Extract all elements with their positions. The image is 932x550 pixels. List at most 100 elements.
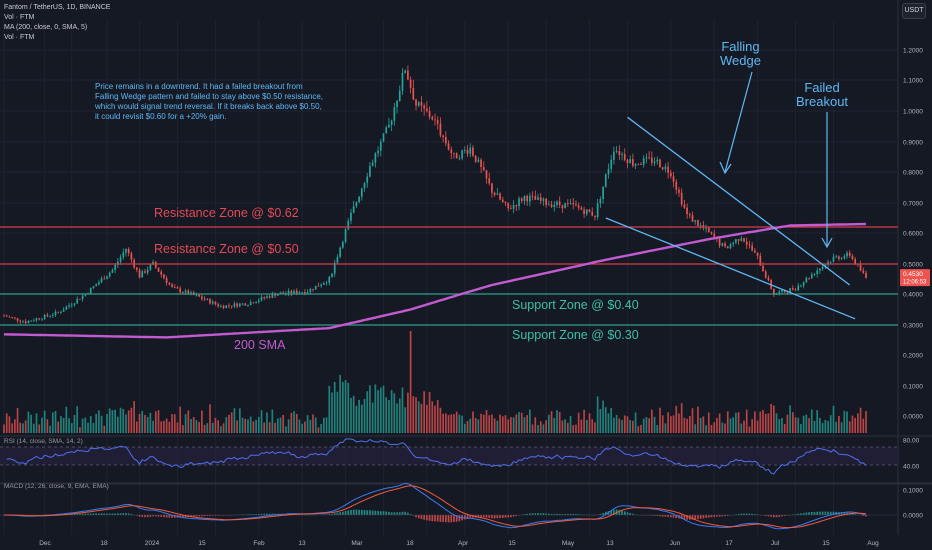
candle-body bbox=[385, 127, 388, 134]
macd-histogram-bar bbox=[73, 513, 76, 515]
macd-histogram-bar bbox=[802, 512, 805, 515]
volume-bar bbox=[103, 425, 106, 433]
macd-histogram-bar bbox=[491, 515, 493, 519]
volume-bar bbox=[656, 425, 659, 433]
candle-body bbox=[485, 170, 488, 179]
macd-histogram-bar bbox=[699, 515, 702, 519]
candle-body bbox=[249, 302, 252, 306]
macd-histogram-bar bbox=[366, 510, 369, 515]
macd-histogram-bar bbox=[754, 514, 756, 515]
macd-histogram-bar bbox=[157, 515, 160, 517]
macd-histogram-bar bbox=[412, 515, 415, 516]
volume-bar bbox=[355, 405, 358, 433]
candle-body bbox=[377, 150, 379, 154]
candle-body bbox=[637, 164, 640, 165]
volume-bar bbox=[539, 421, 542, 433]
volume-bar bbox=[385, 397, 388, 433]
indicator-volume-label[interactable]: Vol · FTM bbox=[4, 14, 35, 21]
volume-bar bbox=[404, 407, 407, 433]
candle-body bbox=[306, 292, 309, 294]
macd-histogram-bar bbox=[501, 515, 504, 518]
candle-body bbox=[352, 206, 355, 213]
macd-histogram-bar bbox=[626, 512, 629, 515]
rsi-pane-label[interactable]: RSI (14, close, SMA, 14, 2) bbox=[4, 438, 83, 445]
volume-bar bbox=[632, 420, 634, 433]
volume-bar bbox=[268, 422, 271, 433]
volume-bar bbox=[534, 417, 537, 433]
volume-bar bbox=[453, 414, 455, 433]
macd-histogram-bar bbox=[664, 515, 667, 517]
volume-bar bbox=[184, 414, 187, 433]
candle-body bbox=[561, 205, 564, 209]
x-tick-label: Mar bbox=[351, 540, 363, 547]
candle-body bbox=[577, 205, 580, 208]
x-tick-label: 13 bbox=[298, 540, 306, 547]
macd-histogram-bar bbox=[675, 515, 678, 519]
candle-body bbox=[312, 288, 314, 290]
macd-pane-label[interactable]: MACD (12, 26, close, 9, EMA, EMA) bbox=[4, 483, 109, 490]
volume-bar bbox=[111, 410, 114, 433]
volume-bar bbox=[436, 400, 439, 433]
volume-bar bbox=[309, 419, 312, 433]
macd-histogram-bar bbox=[352, 509, 355, 515]
candle-body bbox=[371, 162, 374, 166]
candle-body bbox=[745, 241, 748, 245]
price-tick-label: 1.1000 bbox=[903, 78, 923, 85]
candle-body bbox=[585, 209, 588, 214]
volume-bar bbox=[691, 408, 694, 433]
candle-body bbox=[591, 212, 594, 216]
volume-bar bbox=[721, 422, 724, 433]
candle-body bbox=[301, 292, 304, 293]
macd-histogram-bar bbox=[360, 509, 363, 515]
macd-histogram-bar bbox=[539, 513, 542, 515]
volume-bar bbox=[724, 423, 726, 433]
volume-bar bbox=[537, 425, 539, 433]
volume-bar bbox=[312, 414, 314, 433]
volume-bar bbox=[466, 420, 469, 433]
volume-bar bbox=[133, 401, 135, 433]
volume-bar bbox=[3, 424, 5, 433]
macd-histogram-bar bbox=[106, 513, 108, 515]
volume-bar bbox=[672, 415, 675, 433]
volume-bar bbox=[323, 417, 325, 433]
candle-body bbox=[762, 265, 764, 272]
volume-bar bbox=[81, 418, 84, 433]
currency-button[interactable]: USDT bbox=[902, 3, 926, 19]
macd-histogram-bar bbox=[496, 515, 499, 519]
price-tick-label: 0.6000 bbox=[903, 231, 923, 238]
volume-bar bbox=[819, 417, 821, 433]
volume-bar bbox=[599, 409, 602, 433]
macd-histogram-bar bbox=[558, 513, 561, 515]
macd-histogram-bar bbox=[510, 515, 512, 518]
volume-bar bbox=[27, 411, 30, 433]
volume-bar bbox=[35, 413, 38, 433]
indicator-volume-label-2[interactable]: Vol · FTM bbox=[4, 34, 35, 41]
macd-histogram-bar bbox=[775, 515, 778, 518]
candle-body bbox=[710, 232, 713, 234]
macd-histogram-bar bbox=[564, 513, 566, 515]
macd-histogram-bar bbox=[339, 512, 341, 515]
macd-histogram-bar bbox=[659, 515, 661, 517]
volume-bar bbox=[800, 423, 802, 433]
candle-body bbox=[111, 269, 114, 273]
volume-bar bbox=[580, 419, 583, 433]
volume-bar bbox=[57, 421, 60, 433]
x-tick-label: 15 bbox=[508, 540, 516, 547]
price-tick-label: 0.7000 bbox=[903, 201, 923, 208]
macd-histogram-bar bbox=[561, 514, 564, 515]
candle-body bbox=[274, 293, 276, 296]
volume-bar bbox=[8, 416, 11, 433]
candle-body bbox=[89, 287, 92, 294]
volume-bar bbox=[257, 416, 260, 433]
macd-histogram-bar bbox=[472, 515, 474, 518]
volume-bar bbox=[95, 413, 98, 433]
volume-bar bbox=[206, 423, 209, 433]
candle-body bbox=[331, 273, 333, 277]
volume-bar bbox=[572, 425, 575, 433]
candle-body bbox=[754, 250, 756, 253]
candle-body bbox=[209, 298, 211, 304]
candle-body bbox=[510, 208, 512, 210]
price-tick-label: 1.2000 bbox=[903, 48, 923, 55]
indicator-sma-label[interactable]: MA (200, close, 0, SMA, 5) bbox=[4, 24, 88, 31]
macd-histogram-bar bbox=[553, 513, 556, 515]
